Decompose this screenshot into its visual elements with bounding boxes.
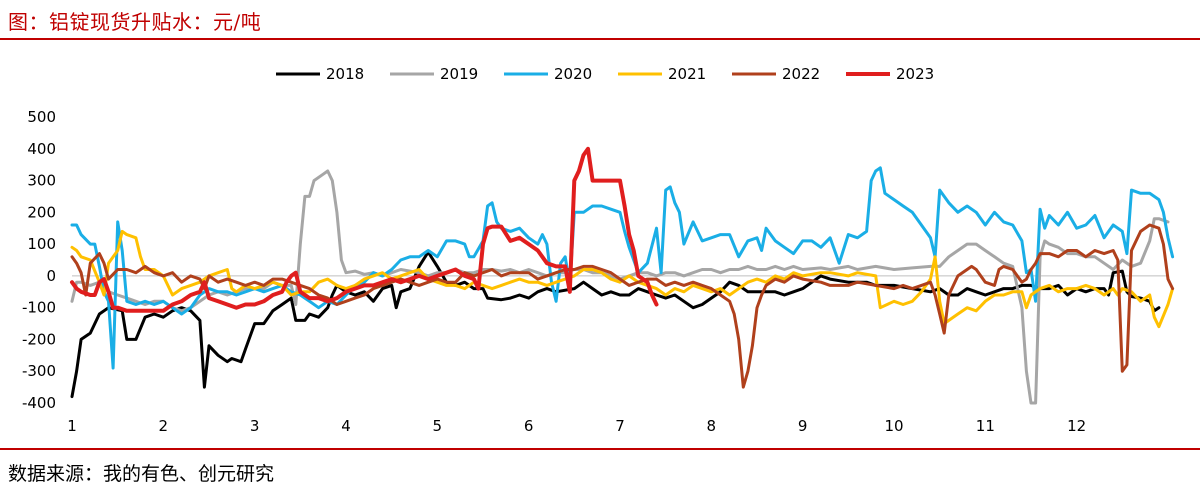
- x-axis: 1 2 3 4 5 6 7 8 9 10 11 12: [67, 417, 1086, 435]
- x-tick-label: 11: [976, 417, 995, 435]
- legend-label-2020: 2020: [554, 65, 592, 83]
- y-tick-label: -100: [22, 299, 56, 317]
- chart-title: 图：铝锭现货升贴水：元/吨: [8, 10, 262, 34]
- legend-label-2018: 2018: [326, 65, 364, 83]
- x-tick-label: 6: [524, 417, 534, 435]
- series-line-2018: [70, 250, 1161, 399]
- x-tick-label: 3: [250, 417, 260, 435]
- footer-divider: [0, 448, 1200, 450]
- x-tick-label: 12: [1067, 417, 1086, 435]
- line-chart: 2018 2019 2020 2021 2022 2023 -400-300-200-10…: [22, 65, 1175, 435]
- legend-label-2023: 2023: [896, 65, 934, 83]
- y-tick-label: 200: [27, 203, 56, 221]
- x-tick-label: 10: [884, 417, 903, 435]
- x-tick-label: 2: [159, 417, 169, 435]
- x-tick-label: 9: [798, 417, 808, 435]
- y-axis: -400 -300 -200 -100 0 100 200 300 400 500: [22, 108, 56, 412]
- x-tick-label: 8: [707, 417, 717, 435]
- x-tick-label: 5: [433, 417, 443, 435]
- series-line-2019: [70, 169, 1170, 405]
- series-line-2020: [70, 166, 1175, 370]
- y-tick-label: 500: [27, 108, 56, 126]
- y-tick-label: 100: [27, 235, 56, 253]
- series-line-2021: [70, 229, 1175, 329]
- x-tick-label: 1: [67, 417, 77, 435]
- title-divider: [0, 38, 1200, 40]
- y-tick-label: 0: [46, 267, 56, 285]
- x-tick-label: 4: [341, 417, 351, 435]
- y-tick-label: 300: [27, 172, 56, 190]
- series-line-2023: [70, 146, 659, 313]
- legend-label-2022: 2022: [782, 65, 820, 83]
- legend: 2018 2019 2020 2021 2022 2023: [276, 65, 934, 83]
- x-tick-label: 7: [615, 417, 625, 435]
- y-tick-label: -400: [22, 394, 56, 412]
- y-tick-label: -200: [22, 330, 56, 348]
- y-tick-label: 400: [27, 140, 56, 158]
- legend-label-2021: 2021: [668, 65, 706, 83]
- y-tick-label: -300: [22, 362, 56, 380]
- plot-area: [70, 146, 1175, 405]
- legend-label-2019: 2019: [440, 65, 478, 83]
- source-note: 数据来源：我的有色、创元研究: [8, 463, 275, 485]
- series-line-2022: [70, 223, 1175, 389]
